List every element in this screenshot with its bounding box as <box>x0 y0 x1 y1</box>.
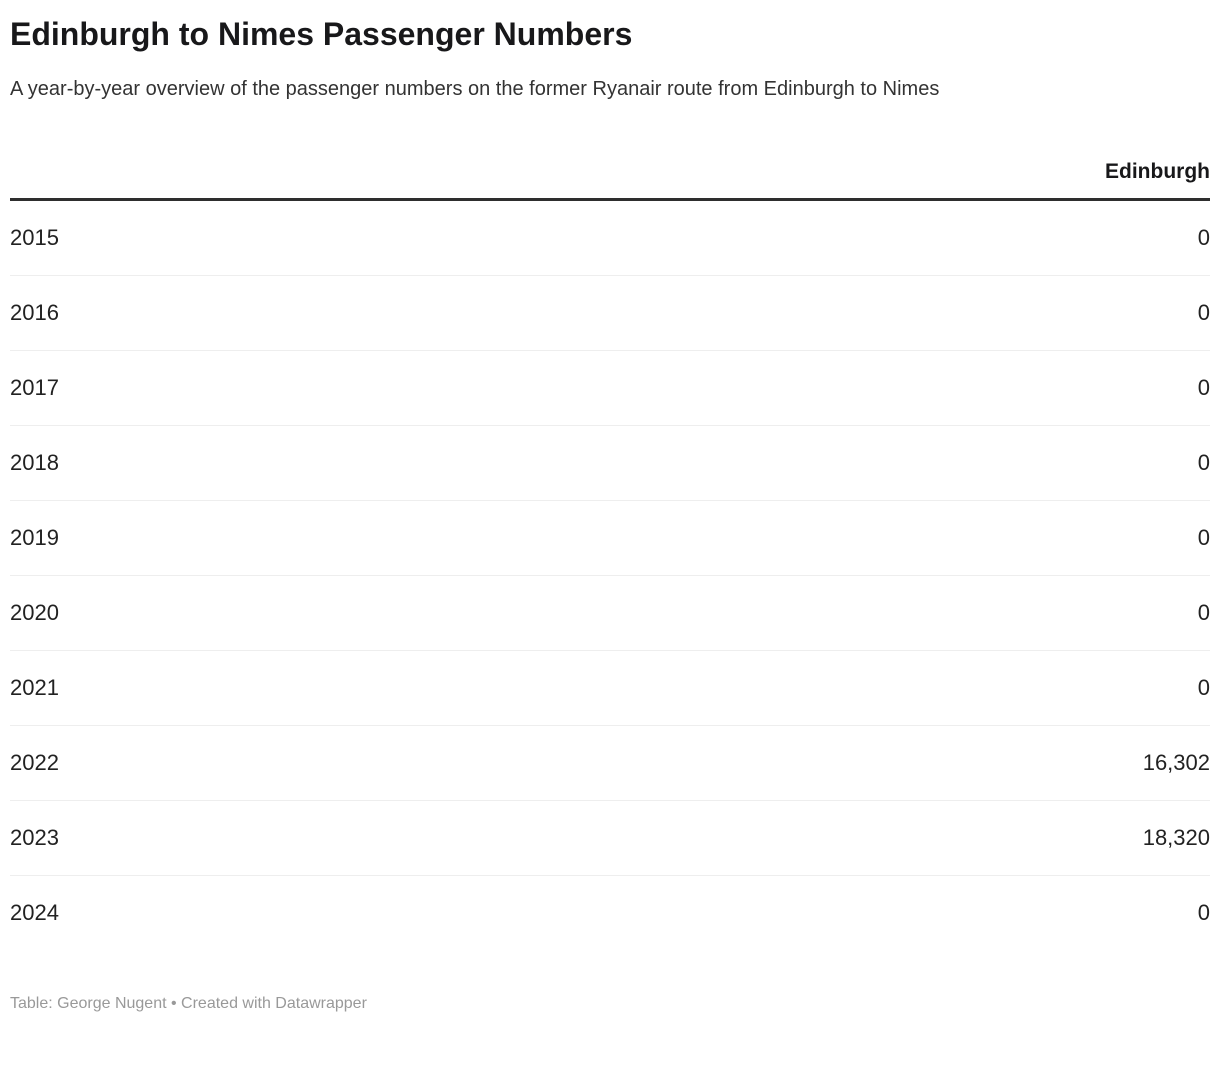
table-row: 2017 0 <box>10 350 1210 426</box>
value-cell: 0 <box>391 500 1210 576</box>
column-header-edinburgh: Edinburgh <box>391 159 1210 201</box>
table-row: 2019 0 <box>10 500 1210 576</box>
column-header-year <box>10 159 392 201</box>
table-row: 2021 0 <box>10 650 1210 726</box>
attribution-footer: Table: George Nugent • Created with Data… <box>10 994 367 1012</box>
value-cell: 0 <box>391 275 1210 351</box>
year-cell: 2020 <box>10 575 392 651</box>
table-row: 2023 18,320 <box>10 800 1210 876</box>
value-cell: 0 <box>1197 899 1210 925</box>
value-cell: 0 <box>391 199 1210 276</box>
table-body: 2015 0 2016 0 2017 0 2018 0 2019 0 2020 … <box>10 199 1210 950</box>
table-header-row: Edinburgh <box>10 159 1210 201</box>
value-cell: 16,302 <box>391 725 1210 801</box>
page-subtitle: A year-by-year overview of the passenger… <box>10 77 940 100</box>
year-cell: 2015 <box>10 199 392 276</box>
passenger-numbers-table: Edinburgh 2015 0 2016 0 2017 0 2018 0 20… <box>10 159 1210 950</box>
table-header: Edinburgh <box>10 159 1210 201</box>
value-cell: 18,320 <box>391 800 1210 876</box>
year-cell: 2018 <box>10 425 392 501</box>
datawrapper-table-widget: Edinburgh to Nimes Passenger Numbers A y… <box>10 16 1210 1012</box>
table-row: 2015 0 <box>10 199 1210 276</box>
value-cell: 0 <box>391 350 1210 426</box>
table-row: 2016 0 <box>10 275 1210 351</box>
year-cell: 2023 <box>10 800 392 876</box>
value-cell: 0 <box>391 575 1210 651</box>
year-cell: 2021 <box>10 650 392 726</box>
table-row: 2018 0 <box>10 425 1210 501</box>
table-row: 2020 0 <box>10 575 1210 651</box>
year-cell: 2022 <box>10 725 392 801</box>
year-cell: 2019 <box>10 500 392 576</box>
table-row: 2024 0 <box>10 875 1210 950</box>
value-cell: 0 <box>391 650 1210 726</box>
value-cell: 0 <box>391 425 1210 501</box>
year-cell: 2024 <box>10 899 59 925</box>
year-cell: 2017 <box>10 350 392 426</box>
page-title: Edinburgh to Nimes Passenger Numbers <box>10 16 633 52</box>
table-row: 2022 16,302 <box>10 725 1210 801</box>
year-cell: 2016 <box>10 275 392 351</box>
